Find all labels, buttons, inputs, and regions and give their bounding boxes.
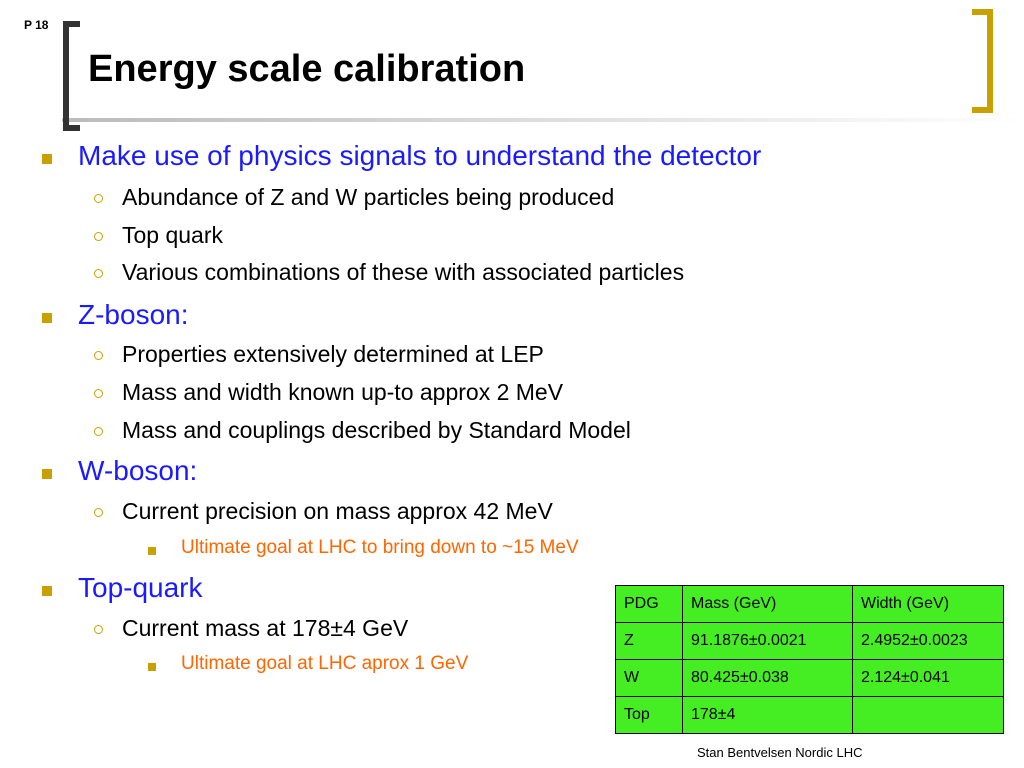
bullet-text: Ultimate goal at LHC to bring down to ~1… <box>181 537 579 558</box>
bullet-text: Mass and couplings described by Standard… <box>122 417 631 443</box>
right-bracket <box>972 9 993 113</box>
bullet-text: Current mass at 178±4 GeV <box>122 615 409 641</box>
bullet-text: Top quark <box>122 222 224 248</box>
header-cell: Width (GeV) <box>852 585 1004 623</box>
bullet-text: Properties extensively determined at LEP <box>122 341 544 367</box>
header-cell: Mass (GeV) <box>682 585 853 623</box>
table-row: Top 178±4 <box>615 696 1004 734</box>
bullet-square <box>42 469 52 479</box>
table-cell: 2.4952±0.0023 <box>852 622 1004 660</box>
bullet-circle <box>94 232 103 241</box>
left-bracket <box>63 21 80 131</box>
bullet-text: Mass and width known up-to approx 2 MeV <box>122 379 564 405</box>
table-cell <box>852 696 1004 734</box>
decoration <box>62 9 1024 131</box>
table: PDG Mass (GeV) Width (GeV) Z 91.1876±0.0021 2… <box>615 585 1004 734</box>
bullet-circle <box>94 194 103 203</box>
bullet-text: Top-quark <box>78 572 203 603</box>
title: Energy scale calibration <box>88 48 526 90</box>
table-row: Z 91.1876±0.0021 2.4952±0.0023 <box>615 622 1004 660</box>
bullet-square <box>148 547 156 555</box>
bullet-text: Various combinations of these with assoc… <box>122 259 685 285</box>
bullet-circle <box>94 625 103 634</box>
bullet-circle <box>94 389 103 398</box>
bullet-square <box>42 154 52 164</box>
table-cell: 2.124±0.041 <box>852 659 1004 697</box>
bullet-circle <box>94 269 103 278</box>
table-header: PDG Mass (GeV) Width (GeV) <box>615 585 1004 623</box>
bullet-circle <box>94 351 103 360</box>
bullet-square <box>42 586 52 596</box>
bullet-circle <box>94 427 103 436</box>
footer: Stan Bentvelsen Nordic LHC <box>697 745 863 760</box>
bullet-text: Current precision on mass approx 42 MeV <box>122 498 553 524</box>
bullet-text: Z-boson: <box>78 299 189 330</box>
table-cell: W <box>615 659 683 697</box>
bullet-text: Abundance of Z and W particles being pro… <box>122 184 615 210</box>
page-label: P 18 <box>24 18 49 32</box>
table-row: W 80.425±0.038 2.124±0.041 <box>615 659 1004 697</box>
header-cell: PDG <box>615 585 683 623</box>
table-cell: 80.425±0.038 <box>682 659 853 697</box>
bullet-text: Make use of physics signals to understan… <box>78 140 762 171</box>
title-rule <box>62 118 1024 122</box>
bullet-square <box>148 663 156 671</box>
bullet-circle <box>94 508 103 517</box>
table-cell: 178±4 <box>682 696 853 734</box>
table-cell: 91.1876±0.0021 <box>682 622 853 660</box>
bullet-text: Ultimate goal at LHC aprox 1 GeV <box>181 653 469 674</box>
bullet-square <box>42 313 52 323</box>
table-cell: Top <box>615 696 683 734</box>
bullet-text: W-boson: <box>78 455 198 486</box>
table-cell: Z <box>615 622 683 660</box>
